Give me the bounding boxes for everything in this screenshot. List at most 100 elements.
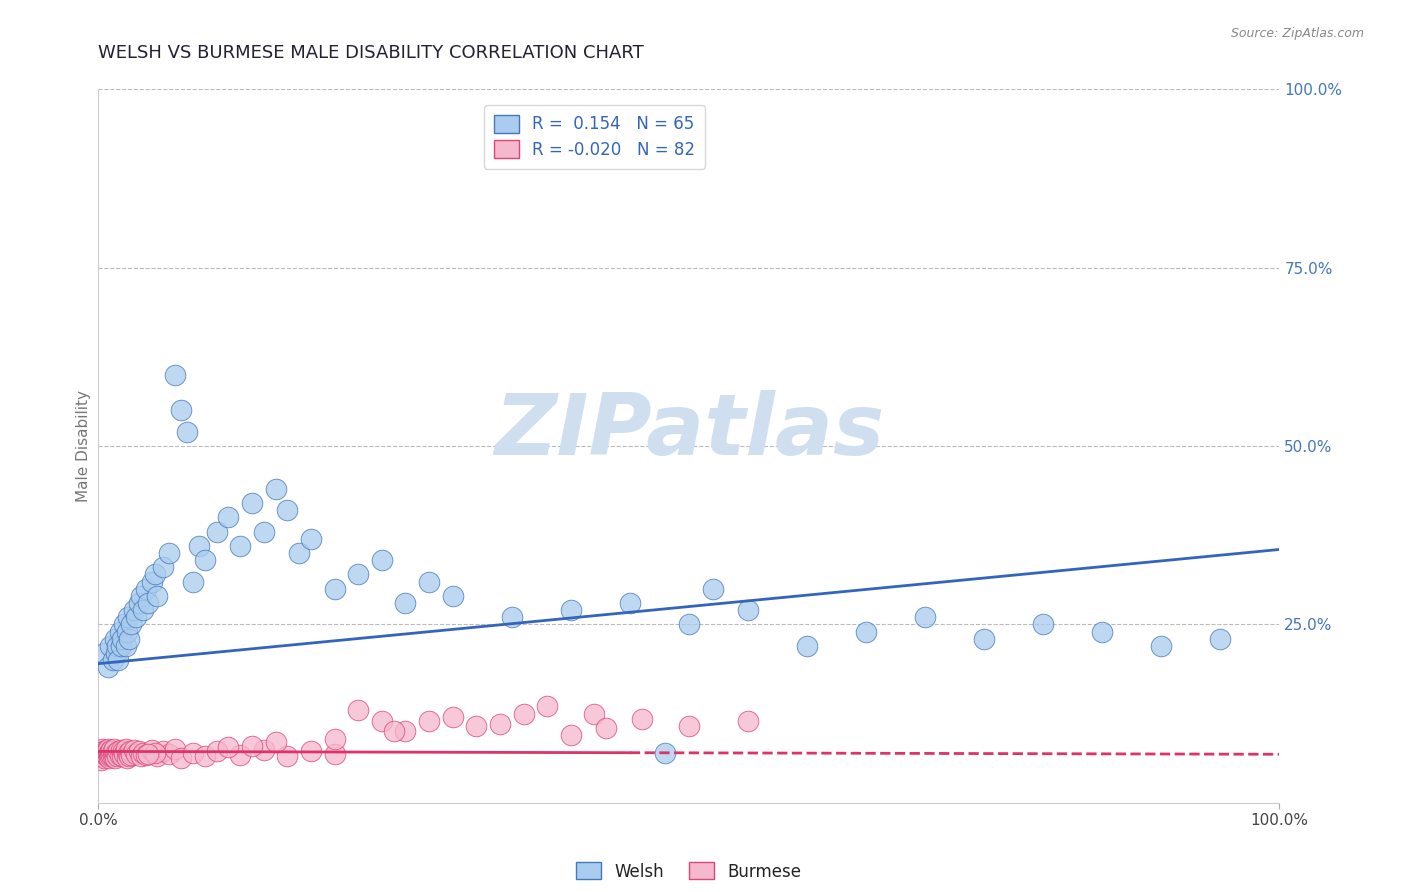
Point [194, 749, 217, 764]
Point [914, 610, 936, 624]
Point [112, 617, 135, 632]
Point [253, 743, 276, 757]
Point [110, 639, 132, 653]
Point [441, 589, 464, 603]
Point [181, 574, 204, 589]
Point [371, 553, 394, 567]
Point [118, 632, 141, 646]
Point [299, 744, 322, 758]
Point [678, 617, 700, 632]
Point [240, 496, 263, 510]
Point [115, 751, 138, 765]
Point [288, 546, 311, 560]
Point [512, 706, 534, 721]
Point [194, 553, 217, 567]
Point [128, 596, 150, 610]
Point [176, 425, 198, 439]
Point [118, 749, 141, 764]
Point [702, 582, 724, 596]
Point [105, 749, 128, 764]
Point [595, 721, 617, 735]
Point [323, 582, 346, 596]
Point [98, 639, 121, 653]
Point [217, 740, 239, 755]
Legend: Welsh, Burmese: Welsh, Burmese [569, 855, 808, 888]
Point [1150, 639, 1173, 653]
Point [205, 524, 228, 539]
Point [217, 510, 239, 524]
Point [654, 746, 676, 760]
Point [136, 747, 159, 762]
Point [111, 749, 134, 764]
Point [96, 744, 118, 758]
Point [737, 714, 759, 728]
Point [98, 749, 121, 764]
Point [253, 524, 276, 539]
Point [276, 503, 298, 517]
Point [347, 567, 370, 582]
Point [114, 742, 136, 756]
Point [129, 749, 152, 764]
Y-axis label: Male Disability: Male Disability [76, 390, 91, 502]
Point [678, 719, 700, 733]
Point [96, 749, 118, 764]
Point [264, 482, 287, 496]
Point [97, 742, 120, 756]
Point [229, 539, 252, 553]
Point [737, 603, 759, 617]
Point [122, 743, 145, 757]
Point [125, 747, 148, 762]
Point [111, 632, 134, 646]
Point [501, 610, 523, 624]
Point [264, 735, 287, 749]
Point [117, 610, 139, 624]
Point [91, 742, 114, 756]
Point [170, 751, 193, 765]
Point [165, 742, 187, 756]
Point [1209, 632, 1232, 646]
Point [489, 717, 512, 731]
Point [112, 747, 135, 762]
Point [101, 653, 124, 667]
Point [97, 660, 120, 674]
Point [323, 747, 346, 762]
Point [141, 743, 163, 757]
Point [90, 746, 112, 760]
Point [973, 632, 995, 646]
Point [1091, 624, 1114, 639]
Text: Source: ZipAtlas.com: Source: ZipAtlas.com [1230, 27, 1364, 40]
Point [143, 746, 166, 760]
Point [128, 744, 150, 758]
Point [152, 560, 174, 574]
Point [1032, 617, 1054, 632]
Point [110, 743, 132, 757]
Point [560, 728, 582, 742]
Point [90, 753, 112, 767]
Point [97, 747, 120, 762]
Point [89, 749, 111, 764]
Point [121, 747, 143, 762]
Point [125, 610, 148, 624]
Text: ZIPatlas: ZIPatlas [494, 390, 884, 474]
Point [418, 574, 440, 589]
Point [105, 639, 128, 653]
Point [394, 724, 416, 739]
Point [441, 710, 464, 724]
Point [382, 724, 405, 739]
Point [98, 744, 121, 758]
Point [100, 743, 122, 757]
Point [394, 596, 416, 610]
Point [619, 596, 641, 610]
Point [371, 714, 394, 728]
Point [418, 714, 440, 728]
Point [181, 746, 204, 760]
Point [107, 744, 129, 758]
Point [94, 747, 117, 762]
Point [229, 747, 252, 762]
Point [132, 603, 155, 617]
Point [94, 743, 117, 757]
Point [299, 532, 322, 546]
Point [560, 603, 582, 617]
Point [165, 368, 187, 382]
Point [796, 639, 818, 653]
